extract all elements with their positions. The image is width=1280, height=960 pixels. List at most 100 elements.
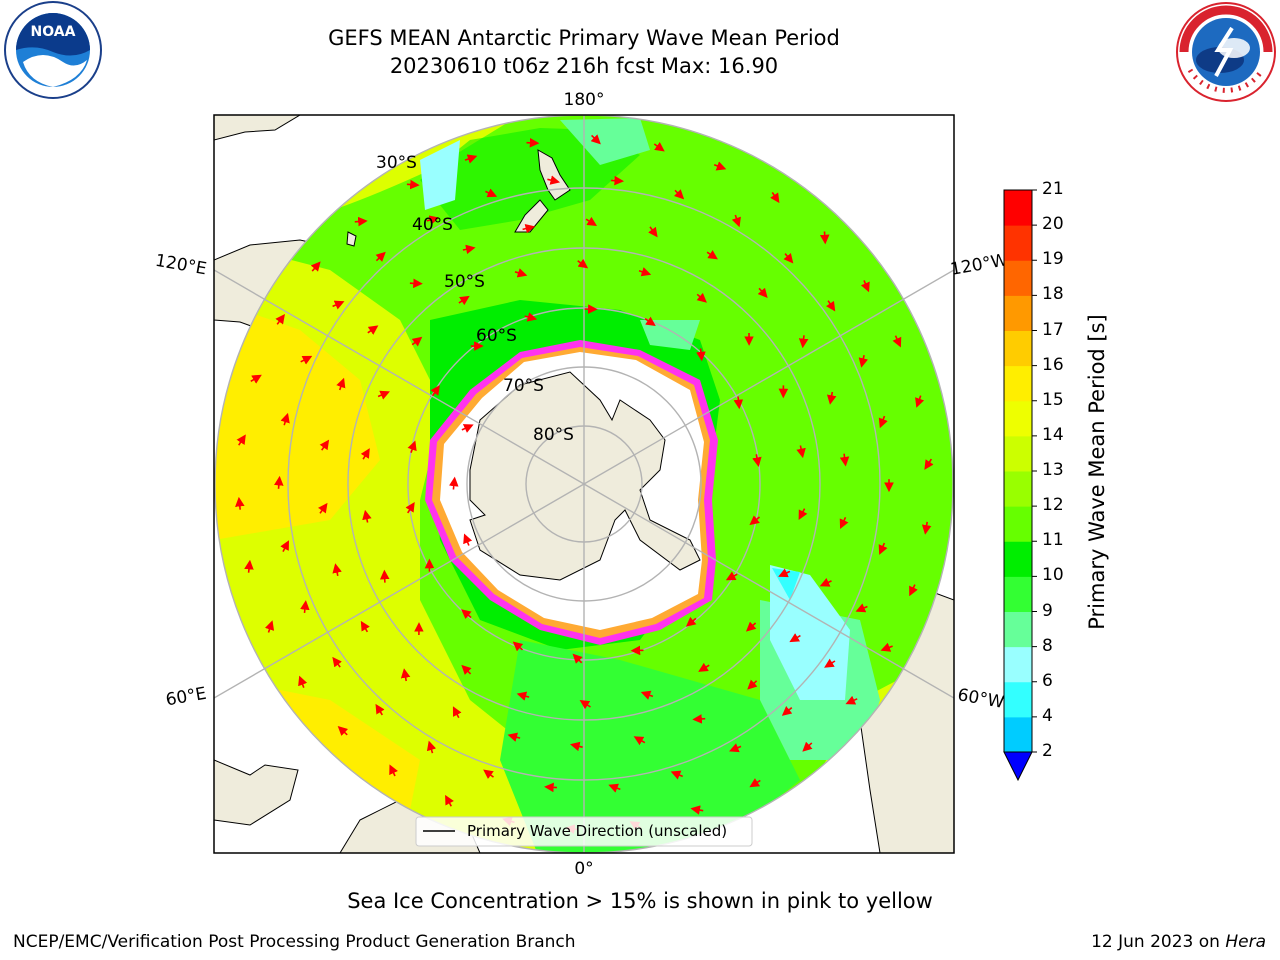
wave-direction-arrow [644, 316, 656, 326]
wave-direction-arrow [485, 188, 498, 198]
wave-direction-arrow [892, 335, 902, 348]
wave-direction-arrow [362, 509, 372, 523]
colorbar-tick-label: 11 [1042, 530, 1064, 551]
wave-direction-arrow [802, 741, 813, 752]
wave-direction-arrow [757, 287, 768, 299]
lon-label-120e: 120°E [154, 251, 208, 280]
wave-direction-arrow [430, 385, 440, 397]
wave-direction-arrow [462, 244, 476, 255]
sea-ice-caption: Sea Ice Concentration > 15% is shown in … [347, 889, 933, 913]
wave-direction-arrow [921, 521, 932, 535]
wave-direction-arrow [236, 434, 246, 446]
colorbar-segment [1004, 260, 1032, 296]
wave-direction-arrow [463, 533, 473, 546]
wave-direction-arrow [332, 563, 342, 577]
colorbar-segment [1004, 435, 1032, 472]
wave-direction-arrow [696, 348, 706, 362]
wave-direction-arrow [524, 312, 538, 322]
colorbar-segment [1004, 471, 1032, 507]
wave-direction-arrow [733, 396, 744, 410]
colorbar-tick-label: 2 [1042, 741, 1053, 761]
wave-direction-arrow [318, 502, 328, 514]
wave-direction-arrow [516, 691, 530, 701]
wave-direction-arrow [770, 191, 780, 204]
wave-direction-arrow [577, 258, 589, 269]
colorbar-tick-label: 12 [1042, 495, 1064, 516]
wave-direction-arrow [845, 695, 858, 705]
wave-direction-arrow [798, 508, 808, 520]
wave-direction-arrow [375, 703, 385, 716]
wave-direction-arrow [706, 250, 718, 260]
lat-label-40s: 40°S [412, 215, 453, 235]
wave-direction-arrow [878, 415, 888, 429]
wave-direction-arrow [778, 568, 791, 578]
lat-label-60s: 60°S [476, 326, 517, 346]
wave-direction-arrow [749, 515, 761, 526]
colorbar-tick-label: 17 [1042, 319, 1064, 340]
wave-direction-arrow [337, 725, 348, 737]
wave-direction-arrow [526, 138, 540, 148]
chart-subtitle: 20230610 t06z 216h fcst Max: 16.90 [389, 54, 779, 78]
colorbar-tick-label: 6 [1042, 670, 1053, 691]
wave-direction-arrow [407, 440, 417, 453]
wave-direction-arrow [389, 764, 398, 777]
antarctic-continent [469, 371, 701, 581]
wave-direction-arrow [752, 454, 762, 467]
wave-direction-arrow [512, 641, 524, 652]
colorbar-tick-label: 16 [1042, 354, 1064, 375]
wave-direction-arrow [426, 740, 437, 754]
wave-direction-arrow [781, 706, 793, 716]
colorbar-under-triangle [1003, 751, 1033, 782]
legend-text: Primary Wave Direction (unscaled) [467, 822, 727, 840]
lat-label-50s: 50°S [444, 272, 485, 292]
wave-direction-arrow [648, 226, 658, 238]
wave-direction-arrow [522, 223, 536, 234]
nws-logo [1176, 2, 1276, 102]
lon-label-120w: 120°W [949, 250, 1010, 280]
wave-direction-arrow [354, 216, 368, 227]
wave-direction-arrow [692, 714, 706, 724]
wave-direction-arrow [461, 664, 472, 675]
wave-direction-arrow [514, 268, 528, 278]
colorbar-segment [1004, 506, 1032, 542]
wave-direction-arrow [819, 577, 832, 587]
colorbar-tick-label: 18 [1042, 284, 1064, 305]
wave-direction-arrow [839, 453, 850, 467]
wave-direction-arrow [547, 175, 561, 185]
wave-direction-arrow [570, 741, 583, 752]
wave-direction-arrow [796, 445, 806, 459]
wave-direction-arrow [458, 295, 470, 306]
land-inside-disk [346, 149, 571, 247]
footer-date-text: 12 Jun 2023 on [1091, 932, 1220, 952]
wave-direction-arrow [749, 778, 761, 788]
wave-direction-arrow [826, 391, 837, 405]
colorbar [1003, 189, 1037, 782]
noaa-logo: NOAA [4, 1, 102, 99]
wave-direction-arrow [452, 706, 462, 719]
wave-direction-arrow [319, 439, 330, 451]
wave-direction-arrow [608, 783, 621, 793]
lon-label-180: 180° [564, 90, 605, 110]
wave-direction-arrow [653, 142, 665, 152]
wave-direction-arrow [839, 516, 849, 530]
colorbar-tick-label: 8 [1042, 635, 1053, 656]
wave-direction-arrow [461, 609, 472, 620]
colorbar-title: Primary Wave Mean Period [s] [1085, 314, 1109, 630]
colorbar-segment [1004, 295, 1032, 331]
wave-direction-arrow [250, 374, 262, 384]
wave-direction-arrow [725, 571, 738, 581]
wave-direction-arrow [360, 448, 370, 460]
colorbar-tick-label: 20 [1042, 214, 1064, 235]
wave-direction-arrow [638, 267, 652, 277]
wave-direction-arrow [585, 216, 598, 227]
lat-label-30s: 30°S [376, 153, 417, 173]
lat-label-80s: 80°S [533, 425, 574, 445]
colorbar-tick-label: 10 [1042, 565, 1064, 586]
wave-direction-arrow [860, 280, 870, 293]
wave-direction-arrow [426, 215, 440, 225]
wave-direction-arrow [880, 642, 893, 652]
wave-direction-arrow [280, 540, 289, 552]
colorbar-segment [1004, 400, 1032, 437]
lat-label-70s: 70°S [503, 376, 544, 396]
